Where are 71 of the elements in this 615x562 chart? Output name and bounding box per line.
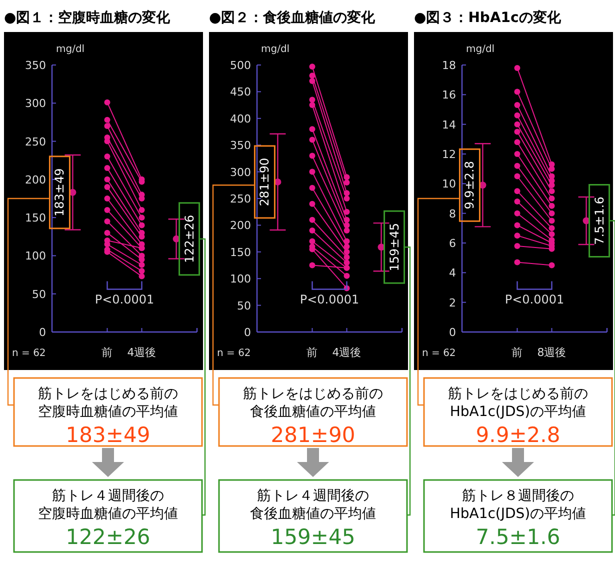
x-tick-label: 4週後 [127, 346, 156, 359]
x-tick-label: 前 [102, 346, 113, 359]
y-tick-label: 100 [25, 250, 46, 263]
text: 159±45 [270, 525, 356, 549]
y-tick-label: 16 [442, 88, 456, 102]
x-tick-label: 前 [306, 346, 318, 359]
text: 122±26 [66, 525, 150, 549]
x-tick-label: 4週後 [332, 346, 362, 359]
text: HbA1c(JDS)の平均値 [450, 506, 586, 522]
y-tick-label: 50 [32, 288, 46, 301]
y-tick-label: 250 [230, 192, 251, 206]
y-tick-label: 450 [230, 86, 251, 99]
y-tick-label: 2 [449, 296, 456, 310]
y-tick-label: 300 [25, 97, 46, 110]
text: n = 62 [217, 348, 251, 359]
y-axis-title: mg/dl [466, 44, 495, 55]
y-tick-label: 250 [25, 135, 46, 148]
x-tick-label: 8週後 [537, 346, 566, 359]
chart-title: ●図１：空腹時血糖の変化 [4, 9, 172, 26]
text: 筋トレをはじめる前の [243, 386, 383, 402]
chart-title: ●図３：HbA1cの変化 [414, 9, 562, 26]
y-axis-title: mg/dl [56, 44, 85, 55]
annotation: 122±26 [182, 214, 196, 264]
text: 筋トレ８週間後の [462, 488, 574, 504]
text: 281±90 [270, 423, 356, 447]
y-tick-label: 10 [442, 178, 456, 191]
annotation: 183±49 [52, 168, 67, 217]
text: 空腹時血糖値の平均値 [38, 506, 178, 522]
y-tick-label: 14 [442, 118, 456, 132]
annotation: P<0.0001 [300, 292, 360, 306]
text: 7.5±1.6 [476, 525, 560, 549]
text: n = 62 [12, 348, 46, 359]
y-tick-label: 500 [230, 59, 251, 72]
y-tick-label: 18 [442, 59, 456, 72]
text: 食後血糖値の平均値 [250, 404, 376, 420]
text: 9.9±2.8 [476, 423, 560, 447]
text: 筋トレ４週間後の [52, 488, 164, 504]
annotation: 281±90 [258, 158, 272, 206]
y-tick-label: 350 [25, 59, 46, 72]
y-tick-label: 50 [237, 299, 251, 312]
text: 食後血糖値の平均値 [250, 506, 376, 522]
annotation: 7.5±1.6 [592, 196, 606, 245]
y-tick-label: 150 [230, 246, 251, 259]
annotation: 9.9±2.8 [462, 161, 477, 210]
annotation: P<0.0001 [504, 292, 564, 306]
y-axis-title: mg/dl [261, 44, 290, 55]
annotation: 159±45 [387, 222, 402, 272]
y-tick-label: 350 [230, 139, 251, 152]
text: HbA1c(JDS)の平均値 [450, 404, 586, 420]
y-tick-label: 400 [230, 112, 251, 126]
text: 空腹時血糖値の平均値 [38, 404, 178, 420]
chart-title: ●図２：食後血糖値の変化 [209, 9, 376, 26]
text: 筋トレをはじめる前の [38, 386, 178, 402]
y-tick-label: 100 [230, 272, 251, 286]
y-tick-label: 8 [449, 207, 456, 220]
text: n = 62 [422, 348, 456, 359]
text: 筋トレ４週間後の [257, 488, 369, 504]
annotation: P<0.0001 [94, 292, 154, 306]
y-tick-label: 300 [230, 166, 251, 179]
y-tick-label: 0 [449, 326, 456, 339]
y-tick-label: 200 [25, 173, 46, 186]
text: 筋トレをはじめる前の [448, 386, 588, 402]
y-tick-label: 6 [449, 237, 456, 250]
y-tick-label: 4 [449, 266, 456, 280]
text: 183±49 [66, 423, 150, 447]
x-tick-label: 前 [512, 346, 523, 359]
y-tick-label: 200 [230, 219, 251, 232]
y-tick-label: 0 [244, 326, 251, 339]
y-tick-label: 150 [25, 212, 46, 225]
y-tick-label: 12 [442, 148, 456, 161]
y-tick-label: 0 [39, 326, 46, 339]
